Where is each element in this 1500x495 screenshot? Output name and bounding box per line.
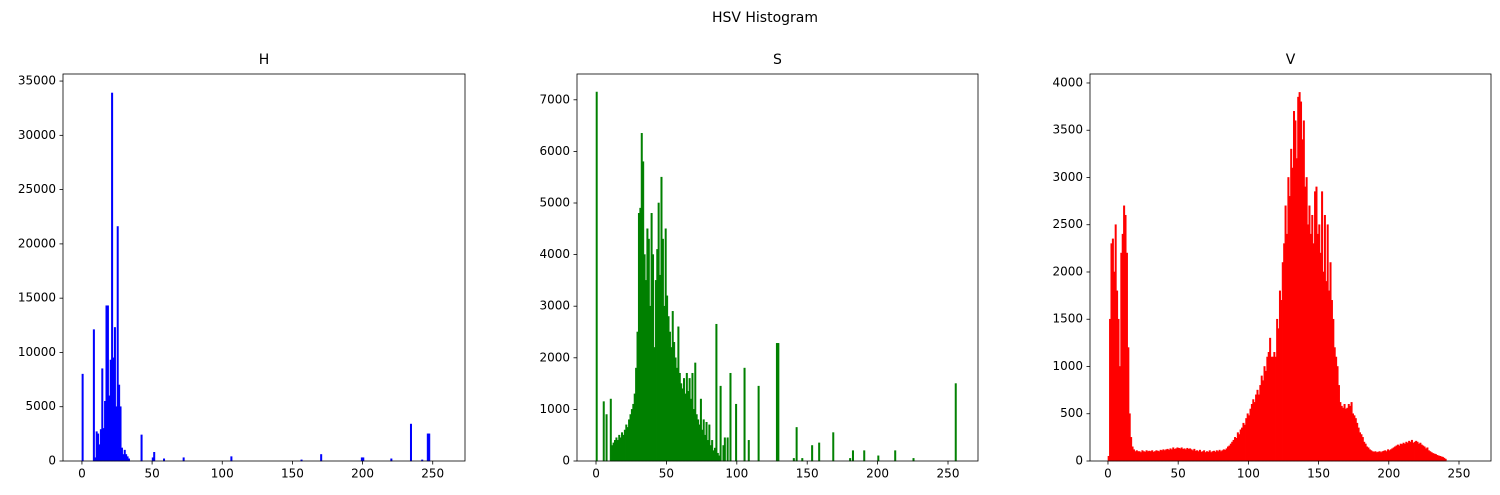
x-tick-label: 150	[796, 467, 819, 481]
y-tick-label: 2000	[539, 350, 570, 364]
histogram-bar	[153, 452, 156, 462]
x-tick-label: 200	[1377, 467, 1400, 481]
y-tick-label: 1000	[539, 402, 570, 416]
y-tick-label: 0	[48, 454, 56, 468]
axes-frame	[1089, 73, 1492, 462]
y-tick-label: 500	[1060, 406, 1083, 420]
histogram-bar	[743, 367, 746, 462]
x-tick-label: 250	[937, 467, 960, 481]
x-tick-label: 150	[281, 467, 304, 481]
histogram-bar	[602, 401, 605, 462]
histogram-bar	[877, 455, 880, 462]
histogram-bar	[851, 450, 854, 462]
histogram-bar	[811, 445, 814, 462]
axes-title: S	[773, 52, 782, 68]
x-tick-label: 250	[421, 467, 444, 481]
y-tick-label: 10000	[18, 345, 56, 359]
y-tick-label: 7000	[539, 92, 570, 106]
histogram-bar	[729, 372, 732, 462]
histogram-bar	[795, 427, 798, 462]
y-tick-label: 1000	[1052, 359, 1083, 373]
histogram-bar	[719, 385, 722, 462]
histogram-bar	[428, 433, 431, 462]
histogram-bar	[954, 383, 957, 462]
histogram-bar	[81, 373, 84, 462]
y-tick-label: 3000	[539, 299, 570, 313]
x-tick-label: 0	[78, 467, 86, 481]
y-tick-label: 3000	[1052, 170, 1083, 184]
histogram-bar	[894, 450, 897, 462]
y-tick-label: 4000	[539, 247, 570, 261]
y-tick-label: 1500	[1052, 312, 1083, 326]
y-tick-label: 25000	[18, 182, 56, 196]
histogram-bar	[409, 423, 412, 462]
y-tick-label: 4000	[1052, 75, 1083, 89]
x-tick-label: 100	[211, 467, 234, 481]
histogram-bar	[818, 442, 821, 462]
histogram-bar	[723, 437, 726, 462]
axes-frame	[576, 73, 979, 462]
y-tick-label: 0	[562, 454, 570, 468]
histogram-bar	[605, 414, 608, 462]
x-tick-label: 100	[1237, 467, 1260, 481]
x-tick-label: 50	[659, 467, 674, 481]
histogram-bar	[757, 385, 760, 462]
histogram-bar	[726, 437, 729, 462]
y-tick-label: 5000	[539, 196, 570, 210]
histogram-bar	[747, 440, 750, 462]
histogram-bar	[832, 432, 835, 462]
y-tick-label: 35000	[18, 74, 56, 88]
histogram-bar	[92, 329, 95, 462]
y-tick-label: 6000	[539, 144, 570, 158]
x-tick-label: 200	[866, 467, 889, 481]
x-tick-label: 200	[351, 467, 374, 481]
y-tick-label: 20000	[18, 236, 56, 250]
x-tick-label: 50	[1171, 467, 1186, 481]
x-tick-label: 0	[1104, 467, 1112, 481]
histogram-bar	[777, 343, 780, 462]
histogram-bar	[735, 403, 738, 462]
y-tick-label: 5000	[25, 399, 56, 413]
histogram-bar	[595, 91, 598, 462]
axes-frame	[62, 73, 466, 462]
axes-title: H	[259, 52, 270, 68]
x-tick-label: 100	[725, 467, 748, 481]
histogram-bar	[140, 434, 143, 462]
y-tick-label: 2500	[1052, 217, 1083, 231]
x-tick-label: 50	[144, 467, 159, 481]
y-tick-label: 30000	[18, 128, 56, 142]
histogram-bar	[320, 454, 323, 462]
axes-title: V	[1286, 52, 1296, 68]
x-tick-label: 0	[592, 467, 600, 481]
histogram-bar	[182, 457, 185, 462]
histogram-bar	[362, 457, 365, 462]
histogram-bar	[715, 323, 718, 462]
figure-title: HSV Histogram	[712, 10, 818, 26]
y-tick-label: 3500	[1052, 123, 1083, 137]
y-tick-label: 15000	[18, 291, 56, 305]
x-tick-label: 150	[1307, 467, 1330, 481]
histogram-bar	[230, 456, 233, 462]
x-tick-label: 250	[1448, 467, 1471, 481]
histogram-bar	[863, 450, 866, 462]
y-tick-label: 2000	[1052, 264, 1083, 278]
y-tick-label: 0	[1075, 454, 1083, 468]
